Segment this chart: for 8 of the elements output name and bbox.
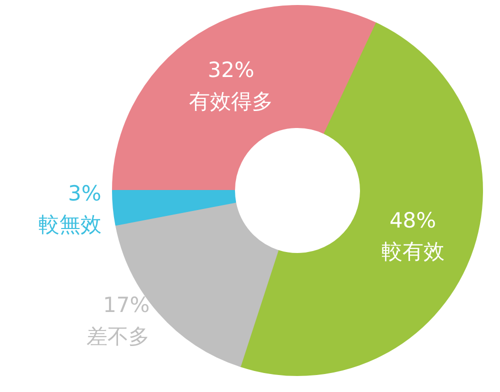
slice-label: 較有效 [381, 240, 444, 264]
slice-label: 差不多 [86, 324, 150, 348]
data-label: 3% [68, 181, 102, 206]
data-label: 32% [208, 58, 254, 82]
slice-label: 較無效 [38, 212, 102, 237]
data-label: 17% [103, 293, 150, 318]
data-label: 48% [389, 208, 436, 233]
slice-label: 有效得多 [189, 89, 274, 114]
